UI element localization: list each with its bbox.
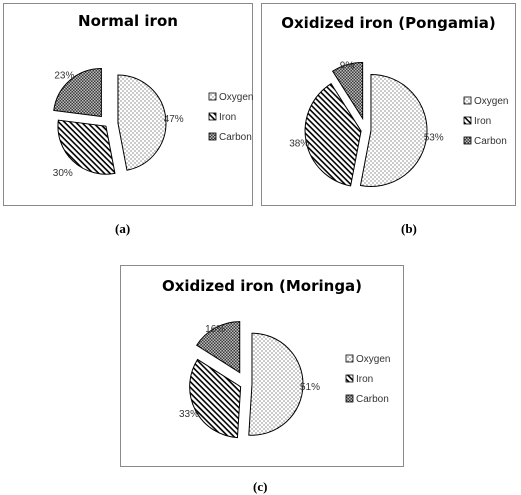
legend-label-iron: Iron	[474, 116, 491, 127]
pie-slice-carbon	[53, 67, 102, 118]
data-label-carbon: 23%	[54, 70, 74, 81]
data-label-iron: 30%	[53, 168, 73, 179]
pie-slice-oxygen	[359, 73, 428, 187]
legend-label-iron: Iron	[356, 374, 373, 385]
chart-panel-pongamia: Oxidized iron (Pongamia) 53% 38% 9% Oxygen I…	[261, 3, 516, 206]
data-label-iron: 38%	[289, 139, 309, 150]
pie-slice-iron	[304, 82, 362, 187]
data-label-iron: 33%	[179, 409, 199, 420]
data-label-oxygen: 53%	[424, 132, 444, 143]
legend-label-carbon: Carbon	[219, 132, 252, 143]
pie-chart-pongamia: 53% 38% 9% Oxygen Iron Carbon	[289, 61, 508, 187]
caption-b: (b)	[401, 221, 417, 236]
legend-label-carbon: Carbon	[474, 136, 507, 147]
pie-slice-iron	[57, 119, 116, 175]
chart-title: Normal iron	[78, 12, 178, 30]
legend-label-oxygen: Oxygen	[356, 354, 390, 365]
legend-swatch-iron	[208, 112, 217, 121]
legend-swatch-carbon	[208, 132, 217, 141]
caption-a: (a)	[115, 221, 131, 236]
pie-slice-oxygen	[117, 74, 167, 171]
data-label-oxygen: 51%	[300, 382, 320, 393]
pie-chart-normal-iron: 47% 30% 23% Oxygen Iron Carbon	[53, 67, 253, 179]
legend-swatch-carbon	[463, 136, 472, 145]
pie-slice-oxygen	[248, 332, 304, 436]
data-label-carbon: 9%	[340, 61, 355, 72]
chart-panel-moringa: Oxidized iron (Moringa) 51% 33% 16% Oxygen I…	[120, 265, 404, 467]
data-label-oxygen: 47%	[164, 114, 184, 125]
legend-swatch-iron	[345, 374, 354, 383]
chart-title: Oxidized iron (Moringa)	[161, 277, 363, 295]
chart-panel-normal-iron: Normal iron 47% 30% 23% Oxygen Iron Carbon	[3, 3, 253, 206]
legend-swatch-oxygen	[345, 354, 354, 363]
pie-slice-iron	[189, 358, 242, 439]
legend-label-carbon: Carbon	[356, 394, 389, 405]
legend-label-iron: Iron	[219, 112, 236, 123]
legend-label-oxygen: Oxygen	[219, 92, 253, 103]
chart-title: Oxidized iron (Pongamia)	[281, 14, 496, 32]
pie-slice-carbon	[331, 61, 364, 121]
legend-swatch-oxygen	[208, 92, 217, 101]
pie-chart-moringa: 51% 33% 16% Oxygen Iron Carbon	[179, 321, 390, 439]
legend-swatch-oxygen	[463, 96, 472, 105]
legend-swatch-carbon	[345, 394, 354, 403]
legend-label-oxygen: Oxygen	[474, 96, 508, 107]
pie-slice-carbon	[195, 321, 241, 374]
data-label-carbon: 16%	[205, 324, 225, 335]
legend-swatch-iron	[463, 116, 472, 125]
caption-c: (c)	[253, 479, 268, 494]
